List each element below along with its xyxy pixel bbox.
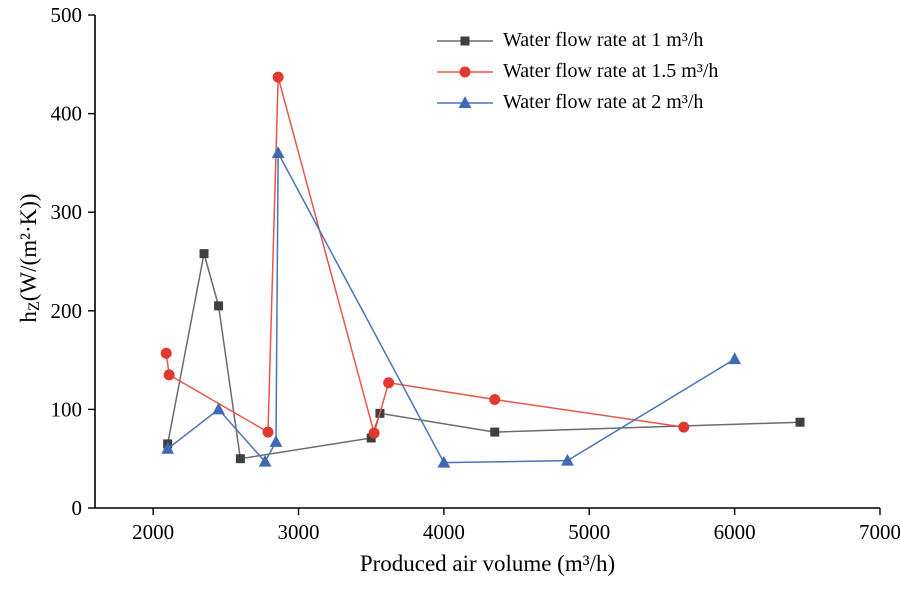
series-line: [165, 76, 684, 436]
legend-label: Water flow rate at 1.5 m³/h: [503, 60, 719, 82]
circle-marker: [272, 71, 284, 83]
square-marker: [490, 427, 500, 437]
legend-item: Water flow rate at 2 m³/h: [436, 87, 718, 118]
y-tick-label: 100: [51, 397, 83, 421]
legend-item: Water flow rate at 1.5 m³/h: [436, 56, 718, 87]
triangle-marker: [258, 454, 272, 467]
triangle-marker: [458, 95, 472, 108]
square-marker: [460, 36, 470, 45]
y-tick-label: 500: [51, 3, 83, 27]
y-axis-title-units: (W/(m²·K)): [15, 193, 41, 302]
triangle-marker: [728, 352, 742, 365]
legend-item: Water flow rate at 1 m³/h: [436, 25, 718, 56]
y-axis-title-base: h: [15, 311, 41, 323]
circle-marker: [459, 66, 471, 77]
circle-marker: [678, 421, 690, 433]
square-marker: [235, 454, 245, 464]
x-tick-label: 7000: [859, 520, 900, 544]
triangle-marker: [161, 442, 175, 454]
x-axis-title: Produced air volume (m³/h): [359, 551, 616, 576]
square-marker: [199, 249, 209, 259]
series-circle: [160, 71, 690, 439]
legend-swatch: [437, 95, 493, 108]
legend-swatch: [437, 66, 493, 77]
y-tick-label: 300: [51, 200, 83, 224]
x-tick-label: 6000: [714, 520, 756, 544]
axes: 2000 3000 4000 5000 6000 7000 0 100 200 300 400 500: [51, 3, 900, 544]
circle-marker: [489, 394, 501, 406]
series-triangle: [161, 146, 742, 468]
square-marker: [214, 301, 224, 311]
circle-marker: [368, 427, 380, 439]
square-marker: [366, 433, 376, 443]
triangle-marker: [271, 146, 285, 158]
series-square: [163, 249, 805, 464]
square-marker: [795, 417, 805, 427]
triangle-marker: [269, 435, 283, 447]
y-tick-label: 0: [72, 496, 83, 520]
x-tick-label: 2000: [132, 520, 174, 544]
legend-label: Water flow rate at 1 m³/h: [503, 29, 704, 51]
x-tick-label: 3000: [278, 520, 320, 544]
triangle-marker: [561, 453, 574, 466]
circle-marker: [160, 347, 172, 359]
y-tick-label: 200: [51, 299, 83, 323]
y-axis-title-subscript: Z: [26, 301, 44, 312]
legend: Water flow rate at 1 m³/h Water flow rate…: [436, 25, 718, 118]
circle-marker: [163, 369, 175, 381]
circle-marker: [262, 426, 274, 438]
triangle-marker: [212, 402, 225, 415]
legend-label: Water flow rate at 2 m³/h: [503, 91, 704, 113]
y-tick-label: 400: [51, 102, 83, 126]
series-line: [167, 152, 736, 464]
x-tick-label: 4000: [423, 520, 465, 544]
circle-marker: [383, 377, 395, 389]
triangle-marker: [437, 455, 451, 468]
x-tick-label: 5000: [568, 520, 610, 544]
y-axis-title: hZ(W/(m²·K)): [16, 193, 44, 322]
series-line: [166, 253, 801, 460]
legend-swatch: [437, 36, 493, 45]
